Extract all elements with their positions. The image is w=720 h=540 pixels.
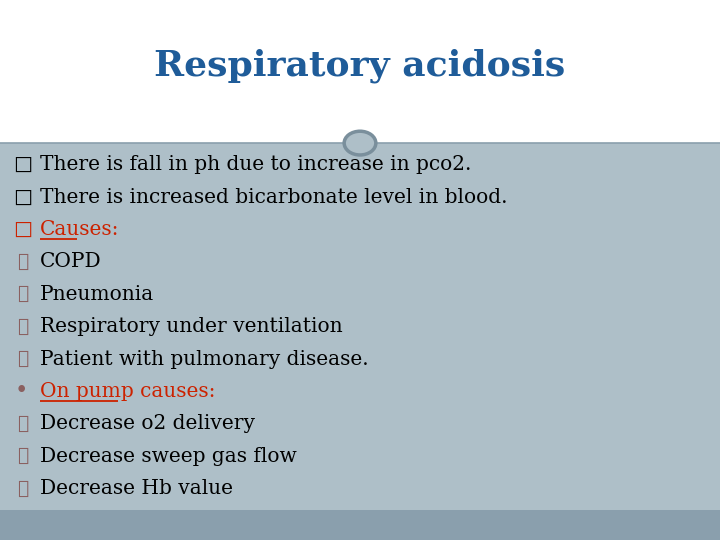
Text: ❯: ❯ [17, 318, 28, 336]
FancyBboxPatch shape [0, 510, 720, 540]
Text: COPD: COPD [40, 252, 102, 272]
Text: •: • [15, 381, 29, 402]
Text: Respiratory under ventilation: Respiratory under ventilation [40, 317, 343, 336]
FancyBboxPatch shape [0, 143, 720, 510]
Circle shape [344, 131, 376, 155]
Text: ❯: ❯ [17, 350, 28, 368]
Text: □: □ [13, 220, 32, 239]
Text: ❯: ❯ [17, 253, 28, 271]
Text: There is fall in ph due to increase in pco2.: There is fall in ph due to increase in p… [40, 155, 472, 174]
Text: □: □ [13, 155, 32, 174]
FancyBboxPatch shape [0, 0, 720, 143]
Text: □: □ [13, 187, 32, 207]
Text: Patient with pulmonary disease.: Patient with pulmonary disease. [40, 349, 369, 369]
Text: Causes:: Causes: [40, 220, 120, 239]
Text: On pump causes:: On pump causes: [40, 382, 216, 401]
Text: Pneumonia: Pneumonia [40, 285, 155, 304]
Text: Decrease o2 delivery: Decrease o2 delivery [40, 414, 256, 434]
Text: Respiratory acidosis: Respiratory acidosis [154, 49, 566, 83]
Text: There is increased bicarbonate level in blood.: There is increased bicarbonate level in … [40, 187, 508, 207]
Text: Decrease sweep gas flow: Decrease sweep gas flow [40, 447, 297, 466]
Text: ❯: ❯ [17, 447, 28, 465]
Text: ❯: ❯ [17, 415, 28, 433]
Text: Decrease Hb value: Decrease Hb value [40, 479, 233, 498]
Text: ❯: ❯ [17, 480, 28, 498]
Text: ❯: ❯ [17, 285, 28, 303]
